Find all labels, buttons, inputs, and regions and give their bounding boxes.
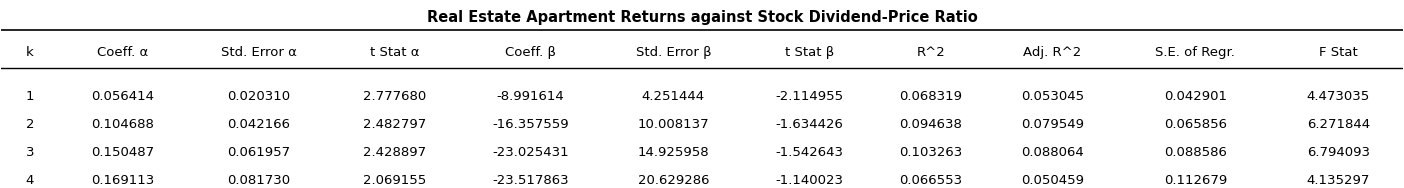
Text: 2.428897: 2.428897 xyxy=(364,146,427,159)
Text: -16.357559: -16.357559 xyxy=(493,118,569,131)
Text: 0.056414: 0.056414 xyxy=(91,90,154,103)
Text: 0.079549: 0.079549 xyxy=(1021,118,1084,131)
Text: -23.517863: -23.517863 xyxy=(493,174,569,187)
Text: 0.061957: 0.061957 xyxy=(227,146,291,159)
Text: 6.271844: 6.271844 xyxy=(1307,118,1370,131)
Text: R^2: R^2 xyxy=(917,46,945,59)
Text: 0.066553: 0.066553 xyxy=(899,174,962,187)
Text: 0.169113: 0.169113 xyxy=(91,174,154,187)
Text: 0.088586: 0.088586 xyxy=(1164,146,1227,159)
Text: 0.094638: 0.094638 xyxy=(900,118,962,131)
Text: 1: 1 xyxy=(25,90,34,103)
Text: 3: 3 xyxy=(25,146,34,159)
Text: 0.042901: 0.042901 xyxy=(1164,90,1227,103)
Text: 0.068319: 0.068319 xyxy=(900,90,962,103)
Text: -1.634426: -1.634426 xyxy=(775,118,844,131)
Text: 4.135297: 4.135297 xyxy=(1307,174,1370,187)
Text: Coeff. α: Coeff. α xyxy=(97,46,149,59)
Text: Std. Error β: Std. Error β xyxy=(636,46,712,59)
Text: 0.053045: 0.053045 xyxy=(1021,90,1084,103)
Text: -2.114955: -2.114955 xyxy=(775,90,844,103)
Text: 10.008137: 10.008137 xyxy=(637,118,709,131)
Text: 0.042166: 0.042166 xyxy=(227,118,291,131)
Text: -23.025431: -23.025431 xyxy=(493,146,569,159)
Text: S.E. of Regr.: S.E. of Regr. xyxy=(1155,46,1236,59)
Text: F Stat: F Stat xyxy=(1318,46,1358,59)
Text: 6.794093: 6.794093 xyxy=(1307,146,1370,159)
Text: -1.542643: -1.542643 xyxy=(775,146,844,159)
Text: 0.020310: 0.020310 xyxy=(227,90,291,103)
Text: -1.140023: -1.140023 xyxy=(775,174,844,187)
Text: 4: 4 xyxy=(25,174,34,187)
Text: Real Estate Apartment Returns against Stock Dividend-Price Ratio: Real Estate Apartment Returns against St… xyxy=(427,10,977,25)
Text: 14.925958: 14.925958 xyxy=(637,146,709,159)
Text: 2.482797: 2.482797 xyxy=(364,118,427,131)
Text: 0.088064: 0.088064 xyxy=(1021,146,1084,159)
Text: 2.777680: 2.777680 xyxy=(364,90,427,103)
Text: Coeff. β: Coeff. β xyxy=(505,46,556,59)
Text: t Stat α: t Stat α xyxy=(369,46,420,59)
Text: 0.150487: 0.150487 xyxy=(91,146,154,159)
Text: 0.081730: 0.081730 xyxy=(227,174,291,187)
Text: 0.050459: 0.050459 xyxy=(1021,174,1084,187)
Text: 0.112679: 0.112679 xyxy=(1164,174,1227,187)
Text: t Stat β: t Stat β xyxy=(785,46,834,59)
Text: 0.065856: 0.065856 xyxy=(1164,118,1227,131)
Text: Adj. R^2: Adj. R^2 xyxy=(1024,46,1081,59)
Text: 2.069155: 2.069155 xyxy=(364,174,427,187)
Text: 20.629286: 20.629286 xyxy=(637,174,709,187)
Text: Std. Error α: Std. Error α xyxy=(220,46,296,59)
Text: 4.473035: 4.473035 xyxy=(1307,90,1370,103)
Text: 4.251444: 4.251444 xyxy=(642,90,705,103)
Text: k: k xyxy=(27,46,34,59)
Text: 0.104688: 0.104688 xyxy=(91,118,154,131)
Text: 0.103263: 0.103263 xyxy=(899,146,962,159)
Text: 2: 2 xyxy=(25,118,34,131)
Text: -8.991614: -8.991614 xyxy=(497,90,564,103)
